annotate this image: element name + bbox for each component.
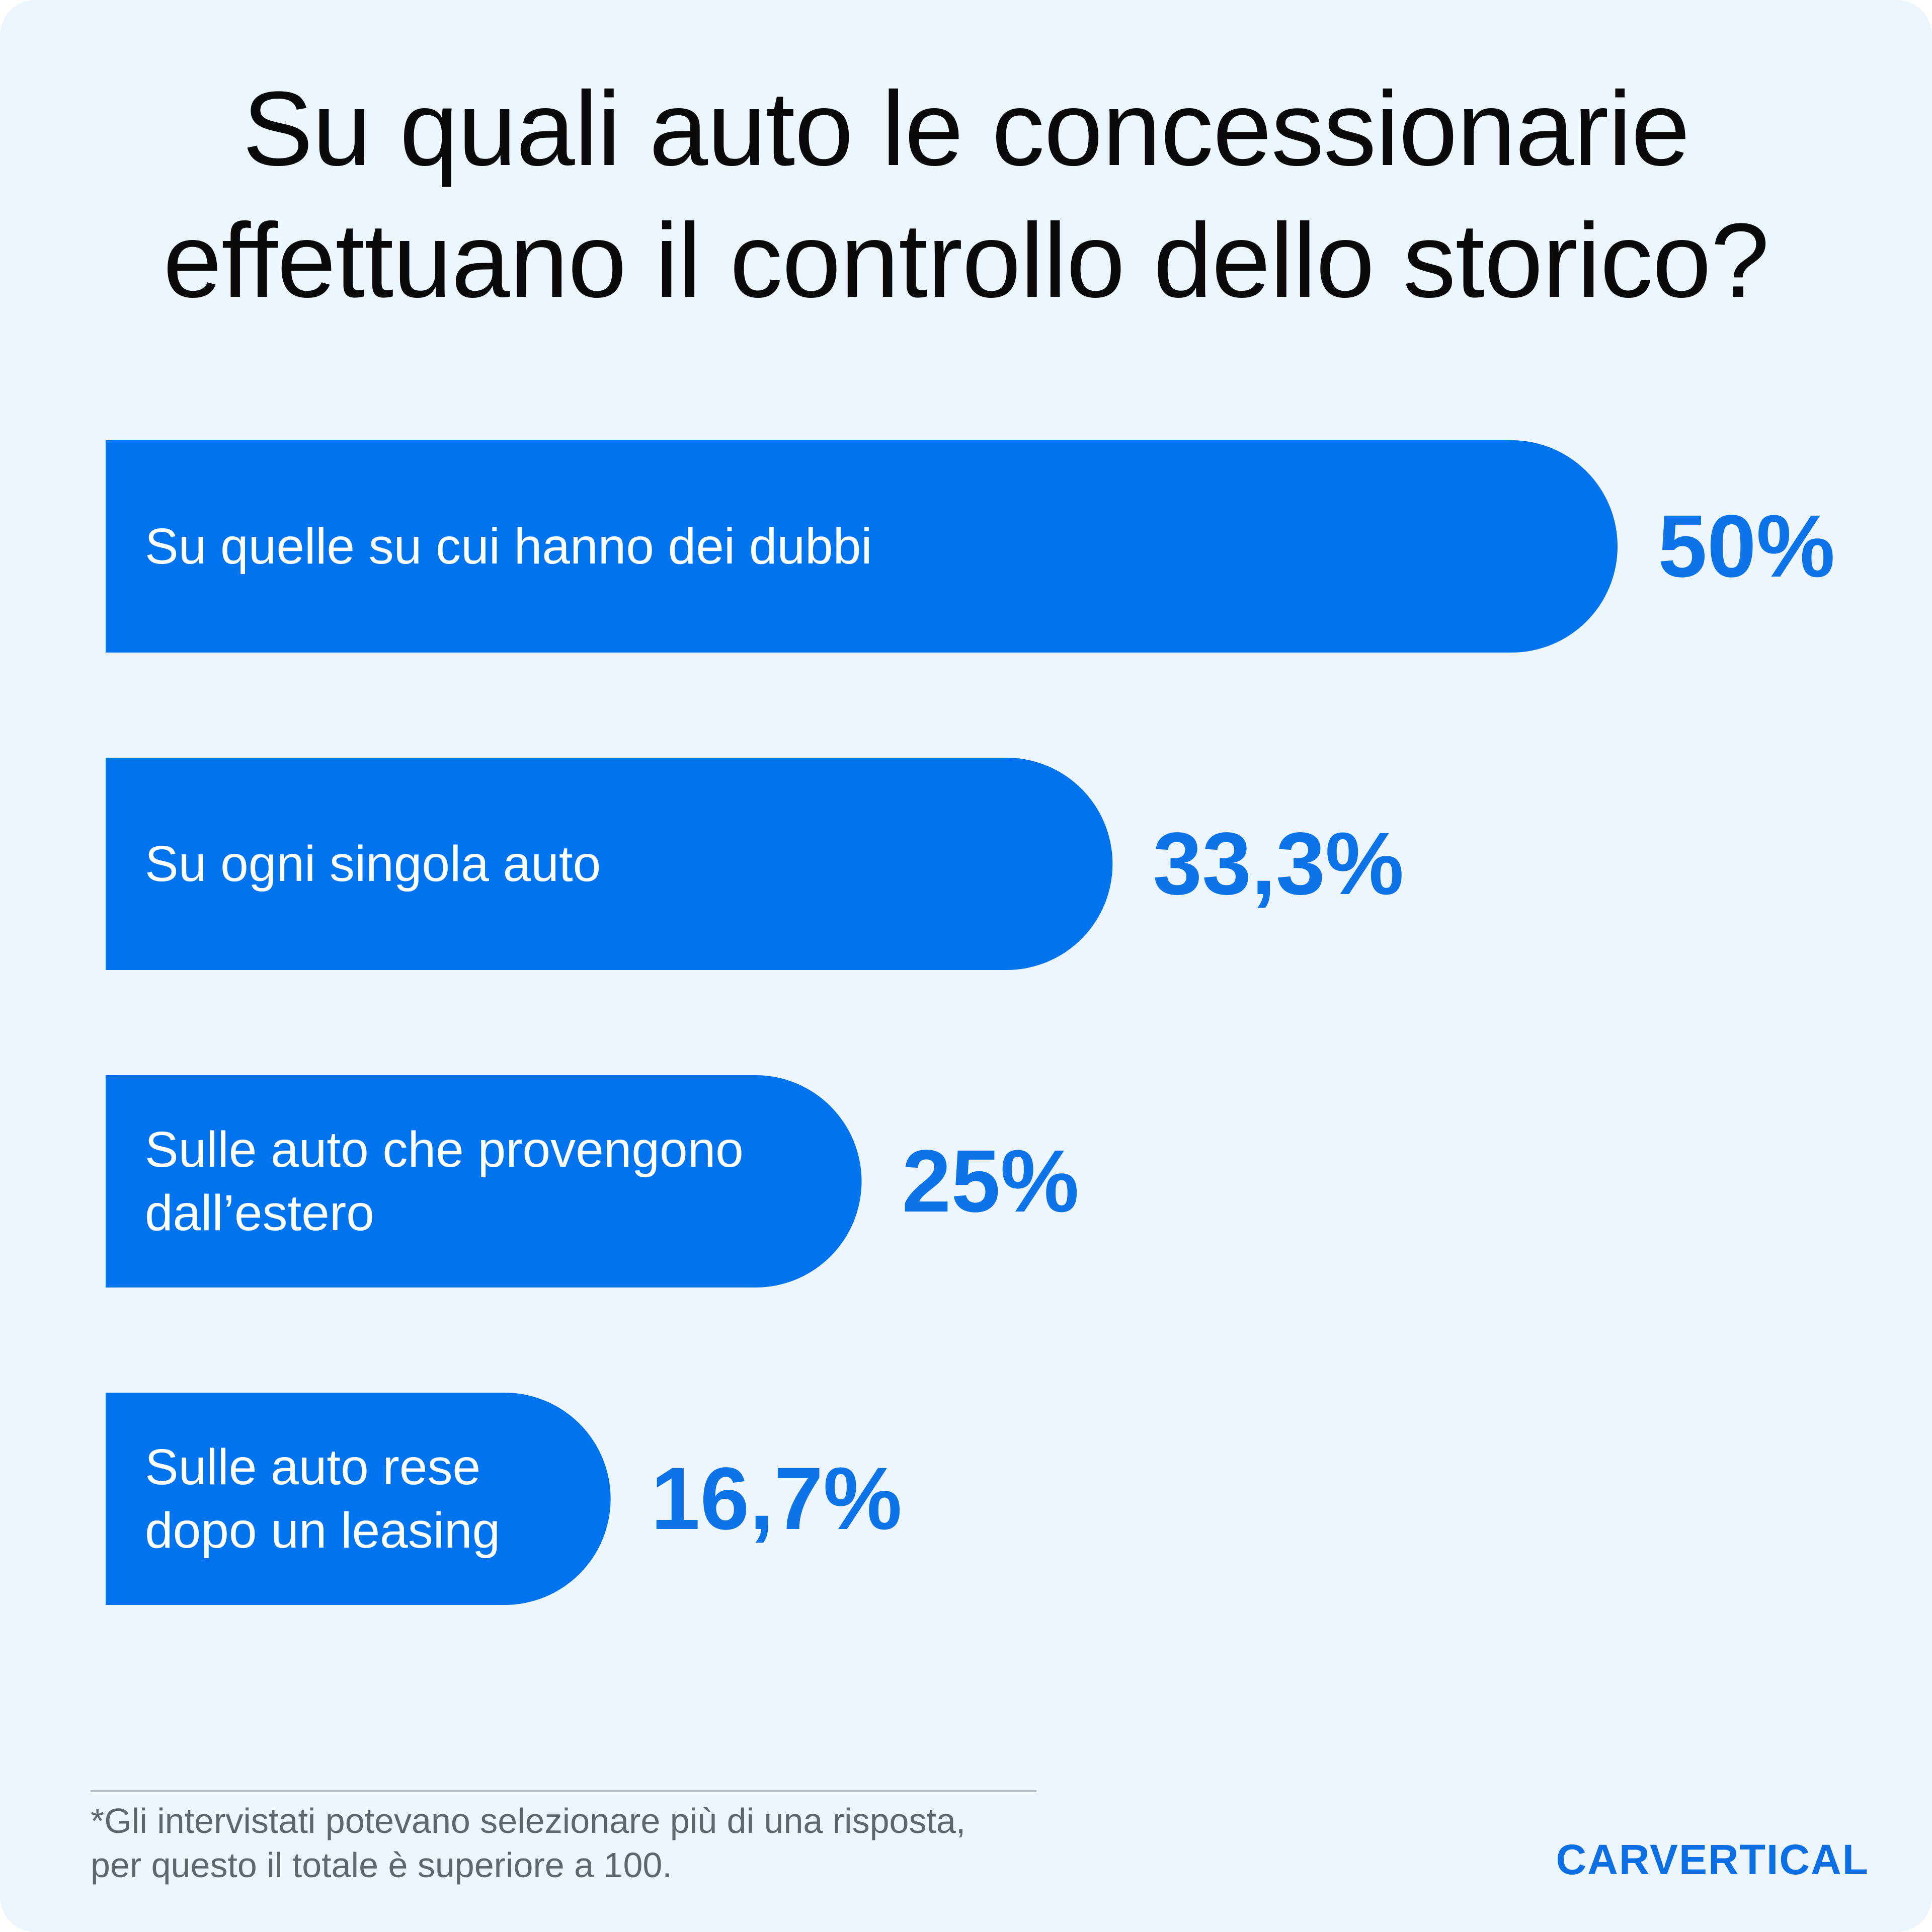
footnote: *Gli intervistati potevano selezionare p… — [91, 1799, 965, 1887]
bar — [106, 1075, 862, 1287]
bar-category-label-line: dopo un leasing — [145, 1502, 501, 1559]
bar — [106, 440, 1618, 653]
bar-category-label: Su ogni singola auto — [145, 758, 601, 970]
bar — [106, 758, 1113, 970]
footnote-line: per questo il totale è superiore a 100. — [91, 1845, 672, 1885]
brand-logo: CARVERTICAL — [1556, 1836, 1869, 1883]
bar-category-label-line: dall’estero — [145, 1185, 374, 1241]
bar-category-label-line: Su ogni singola auto — [145, 836, 601, 892]
bar-category-label-line: Sulle auto rese — [145, 1439, 481, 1495]
bar-category-label: Sulle auto rese dopo un leasing — [145, 1393, 500, 1605]
footnote-line: *Gli intervistati potevano selezionare p… — [91, 1801, 966, 1840]
chart-title: Su quali auto le concessionarie effettua… — [0, 63, 1932, 327]
chart-title-line: effettuano il controllo dello storico? — [163, 201, 1769, 319]
bar-category-label: Sulle auto che provengono dall’estero — [145, 1075, 744, 1287]
bar-category-label-line: Sulle auto che provengono — [145, 1121, 744, 1178]
bar-value-label: 25% — [902, 1132, 1079, 1231]
chart-title-line: Su quali auto le concessionarie — [243, 69, 1690, 188]
bar-category-label-line: Su quelle su cui hanno dei dubbi — [145, 518, 872, 575]
bar-value-label: 33,3% — [1153, 815, 1404, 913]
bar-category-label: Su quelle su cui hanno dei dubbi — [145, 440, 872, 653]
footnote-divider — [91, 1790, 1036, 1792]
bar — [106, 1393, 611, 1605]
bar-value-label: 50% — [1658, 497, 1835, 596]
bar-value-label: 16,7% — [651, 1450, 902, 1548]
